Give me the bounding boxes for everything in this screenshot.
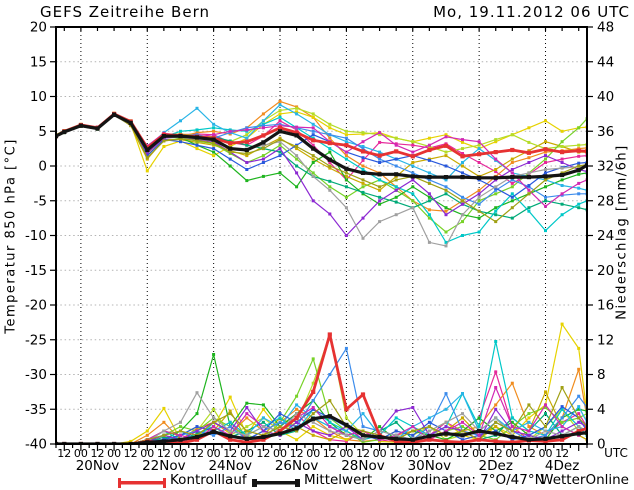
precip-markers-Mittelwert xyxy=(56,414,587,444)
svg-text:12: 12 xyxy=(290,447,304,460)
svg-text:00: 00 xyxy=(173,447,187,460)
legend-mean-label: Mittelwert xyxy=(304,472,373,488)
svg-text:26Nov: 26Nov xyxy=(275,458,319,472)
svg-text:48: 48 xyxy=(597,20,614,36)
mean-line-swatch xyxy=(252,479,300,487)
temp-axis-title: Temperatur 850 hPa [°C] xyxy=(3,138,19,334)
plot-frame xyxy=(55,26,588,445)
svg-text:12: 12 xyxy=(57,447,71,460)
temp-markers-Mittelwert xyxy=(56,112,587,180)
svg-text:44: 44 xyxy=(597,54,614,70)
svg-text:00: 00 xyxy=(539,447,553,460)
svg-text:22Nov: 22Nov xyxy=(142,458,186,472)
svg-text:4Dez: 4Dez xyxy=(545,458,579,472)
precip-line-member-03 xyxy=(56,322,587,444)
temp-markers-member-01 xyxy=(56,112,587,185)
svg-text:10: 10 xyxy=(30,89,47,105)
svg-text:12: 12 xyxy=(256,447,270,460)
svg-text:00: 00 xyxy=(439,447,453,460)
svg-text:12: 12 xyxy=(555,447,569,460)
svg-text:28Nov: 28Nov xyxy=(341,458,385,472)
temp-line-member-16 xyxy=(56,114,587,223)
svg-text:00: 00 xyxy=(505,447,519,460)
svg-text:20: 20 xyxy=(597,263,614,279)
svg-text:UTC: UTC xyxy=(604,446,628,460)
svg-text:00: 00 xyxy=(339,447,353,460)
svg-text:12: 12 xyxy=(356,447,370,460)
svg-text:15: 15 xyxy=(30,54,47,70)
svg-text:8: 8 xyxy=(597,367,606,383)
svg-text:16: 16 xyxy=(597,298,614,314)
chart-canvas: 20151050-5-10-15-20-25-30-35-40484440363… xyxy=(25,20,628,473)
svg-text:12: 12 xyxy=(223,447,237,460)
svg-text:20: 20 xyxy=(30,20,47,36)
svg-text:12: 12 xyxy=(157,447,171,460)
svg-text:-5: -5 xyxy=(34,193,47,209)
watermark: WetterOnline xyxy=(540,472,629,488)
svg-text:30Nov: 30Nov xyxy=(408,458,452,472)
precip-line-member-02 xyxy=(56,369,587,444)
svg-text:12: 12 xyxy=(389,447,403,460)
coordinates-label: Koordinaten: 7°O/47°N xyxy=(390,472,545,488)
svg-text:-30: -30 xyxy=(25,367,47,383)
svg-text:12: 12 xyxy=(124,447,138,460)
svg-text:12: 12 xyxy=(522,447,536,460)
svg-text:-35: -35 xyxy=(25,402,47,418)
svg-text:-10: -10 xyxy=(25,228,47,244)
svg-text:0: 0 xyxy=(38,159,47,175)
run-timestamp: Mo, 19.11.2012 06 UTC xyxy=(433,3,630,21)
svg-text:00: 00 xyxy=(74,447,88,460)
svg-text:24Nov: 24Nov xyxy=(208,458,252,472)
svg-text:12: 12 xyxy=(422,447,436,460)
temp-line-member-03 xyxy=(56,111,587,173)
svg-text:00: 00 xyxy=(406,447,420,460)
temp-line-Mittelwert xyxy=(56,112,587,180)
svg-text:12: 12 xyxy=(456,447,470,460)
svg-text:24: 24 xyxy=(597,228,614,244)
axis-ticks xyxy=(50,26,593,451)
svg-text:00: 00 xyxy=(273,447,287,460)
svg-text:12: 12 xyxy=(90,447,104,460)
axis-labels: 20151050-5-10-15-20-25-30-35-40484440363… xyxy=(25,20,628,473)
series-layer xyxy=(56,99,587,444)
svg-text:00: 00 xyxy=(207,447,221,460)
svg-text:4: 4 xyxy=(597,402,606,418)
svg-text:32: 32 xyxy=(597,159,614,175)
svg-text:12: 12 xyxy=(323,447,337,460)
svg-text:-20: -20 xyxy=(25,298,47,314)
precip-axis-title: Niederschlag [mm/6h] xyxy=(614,144,630,320)
svg-text:20Nov: 20Nov xyxy=(76,458,120,472)
svg-text:00: 00 xyxy=(240,447,254,460)
svg-text:00: 00 xyxy=(306,447,320,460)
legend-control-label: Kontrolllauf xyxy=(170,472,247,488)
svg-text:00: 00 xyxy=(140,447,154,460)
svg-text:-40: -40 xyxy=(25,437,47,453)
control-line-swatch xyxy=(118,478,166,488)
svg-text:00: 00 xyxy=(373,447,387,460)
svg-text:12: 12 xyxy=(597,332,614,348)
svg-text:00: 00 xyxy=(107,447,121,460)
svg-text:12: 12 xyxy=(190,447,204,460)
svg-text:2Dez: 2Dez xyxy=(479,458,513,472)
svg-text:-25: -25 xyxy=(25,332,47,348)
svg-text:36: 36 xyxy=(597,124,614,140)
svg-text:00: 00 xyxy=(472,447,486,460)
svg-text:0: 0 xyxy=(597,437,606,453)
chart-title: GEFS Zeitreihe Bern xyxy=(40,3,210,21)
precip-markers-member-01 xyxy=(56,370,587,444)
svg-text:28: 28 xyxy=(597,193,614,209)
svg-text:12: 12 xyxy=(489,447,503,460)
svg-text:40: 40 xyxy=(597,89,614,105)
svg-text:-15: -15 xyxy=(25,263,47,279)
svg-text:5: 5 xyxy=(38,124,47,140)
